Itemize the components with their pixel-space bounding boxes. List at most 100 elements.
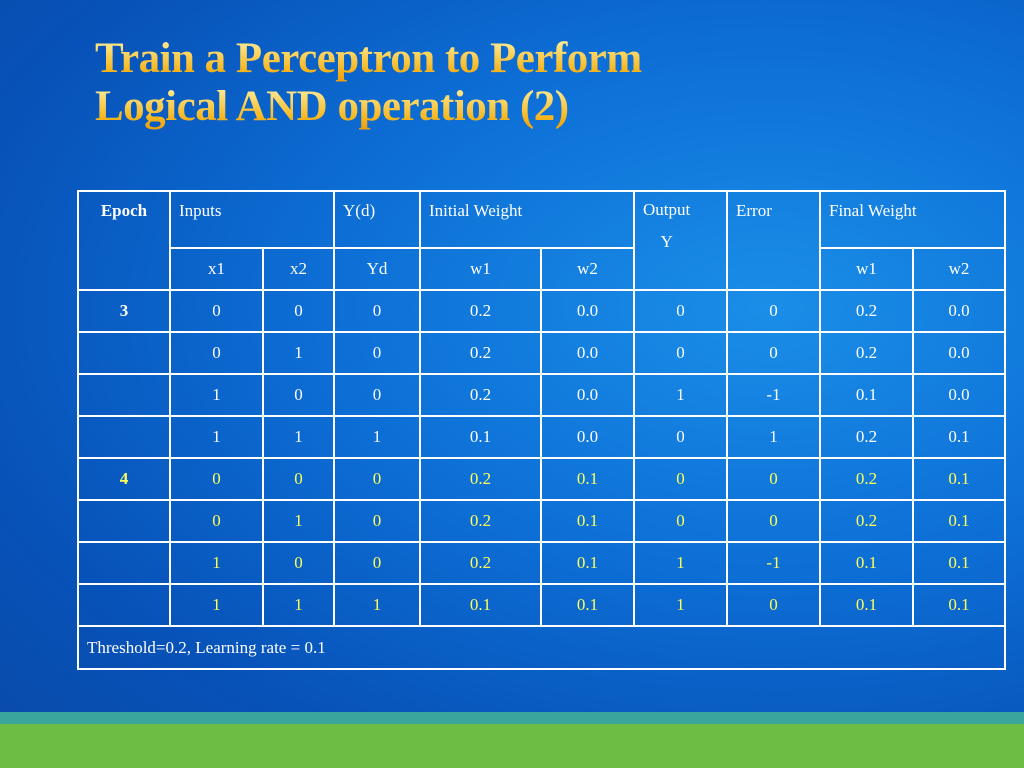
data-cell: 0.0 <box>540 373 635 417</box>
data-cell: 0.0 <box>911 331 1007 375</box>
data-cell: 1 <box>169 373 264 417</box>
data-cell: 0.1 <box>540 541 635 585</box>
data-cell: 0 <box>333 373 421 417</box>
data-cell: 0.1 <box>419 415 542 459</box>
data-cell: 1 <box>262 499 335 543</box>
data-cell: 0.2 <box>419 331 542 375</box>
data-cell: 0.0 <box>540 331 635 375</box>
data-cell: 0 <box>333 289 421 333</box>
data-cell: 0 <box>633 415 728 459</box>
data-cell: 0 <box>169 457 264 501</box>
epoch-cell <box>77 373 171 417</box>
data-cell: 0.1 <box>911 457 1007 501</box>
data-cell: 1 <box>169 583 264 627</box>
data-row: 1 1 1 0.1 0.0 0 1 0.2 0.1 <box>77 415 1007 459</box>
data-cell: 0 <box>262 373 335 417</box>
data-cell: 0.2 <box>819 331 914 375</box>
data-cell: 0 <box>726 331 821 375</box>
data-cell: 0.1 <box>911 499 1007 543</box>
data-cell: 0.2 <box>819 499 914 543</box>
data-cell: 1 <box>169 415 264 459</box>
data-cell: 0 <box>262 289 335 333</box>
epoch-cell <box>77 583 171 627</box>
note-row: Threshold=0.2, Learning rate = 0.1 <box>76 625 1007 670</box>
data-cell: 0 <box>333 499 421 543</box>
data-cell: 0.1 <box>911 415 1007 459</box>
data-cell: 0.1 <box>819 583 914 627</box>
subheader-row: x1 x2 Yd w1 w2 w1 w2 <box>78 247 1007 291</box>
data-cell: 0 <box>633 499 728 543</box>
header-cell: Output Y <box>633 190 728 291</box>
title-line: Logical AND operation (2) <box>95 83 569 130</box>
data-cell: 0.2 <box>419 541 542 585</box>
data-cell: 0.2 <box>419 373 542 417</box>
data-cell: 0.0 <box>911 373 1007 417</box>
data-cell: 0.1 <box>419 583 542 627</box>
data-cell: 0 <box>333 541 421 585</box>
data-cell: 0.1 <box>540 457 635 501</box>
data-cell: 0.1 <box>819 373 914 417</box>
header-cell: Y(d) <box>333 190 421 249</box>
title-line: Train a Perceptron to Perform <box>95 35 642 82</box>
data-row: 1 0 0 0.2 0.0 1 -1 0.1 0.0 <box>77 373 1007 417</box>
data-row: 3 0 0 0 0.2 0.0 0 0 0.2 0.0 <box>77 289 1007 333</box>
data-cell: 1 <box>262 583 335 627</box>
data-cell: 0.2 <box>419 289 542 333</box>
subheader-cell: x1 <box>169 247 264 291</box>
data-cell: 1 <box>333 583 421 627</box>
data-cell: 1 <box>169 541 264 585</box>
data-cell: 0.2 <box>819 415 914 459</box>
data-row: 1 0 0 0.2 0.1 1 -1 0.1 0.1 <box>77 541 1007 585</box>
data-cell: -1 <box>726 541 821 585</box>
data-cell: 0.1 <box>540 499 635 543</box>
subheader-cell: x2 <box>262 247 335 291</box>
data-cell: 0 <box>633 457 728 501</box>
data-cell: 0.0 <box>540 289 635 333</box>
subheader-cell: w1 <box>819 247 914 291</box>
data-cell: 1 <box>633 541 728 585</box>
data-cell: 1 <box>726 415 821 459</box>
epoch-cell <box>77 499 171 543</box>
subheader-cell: w2 <box>540 247 635 291</box>
data-cell: 0.2 <box>419 457 542 501</box>
data-table: Epoch Inputs Y(d) Initial Weight Output Y Err… <box>76 190 1007 670</box>
data-cell: 1 <box>633 583 728 627</box>
data-cell: 0.1 <box>540 583 635 627</box>
data-cell: 0 <box>169 499 264 543</box>
data-cell: 0 <box>726 583 821 627</box>
data-cell: -1 <box>726 373 821 417</box>
data-row: 4 0 0 0 0.2 0.1 0 0 0.2 0.1 <box>77 457 1007 501</box>
data-cell: 0 <box>633 289 728 333</box>
header-cell: Error <box>726 190 821 291</box>
footer-band <box>0 724 1024 768</box>
header-text: Output Y <box>643 200 691 251</box>
data-cell: 1 <box>262 331 335 375</box>
epoch-cell <box>77 541 171 585</box>
data-cell: 0 <box>633 331 728 375</box>
data-cell: 0 <box>169 331 264 375</box>
data-cell: 1 <box>262 415 335 459</box>
data-row: 0 1 0 0.2 0.0 0 0 0.2 0.0 <box>77 331 1007 375</box>
data-cell: 0 <box>333 457 421 501</box>
epoch-cell: 3 <box>77 289 171 333</box>
epoch-cell: 4 <box>77 457 171 501</box>
header-cell: Final Weight <box>818 190 1007 249</box>
data-cell: 0 <box>726 457 821 501</box>
data-row: 0 1 0 0.2 0.1 0 0 0.2 0.1 <box>77 499 1007 543</box>
data-cell: 0 <box>262 457 335 501</box>
note-cell: Threshold=0.2, Learning rate = 0.1 <box>76 625 1007 670</box>
data-cell: 0.1 <box>819 541 914 585</box>
data-cell: 0 <box>262 541 335 585</box>
data-cell: 0 <box>726 289 821 333</box>
subheader-cell: w2 <box>911 247 1007 291</box>
header-cell: Initial Weight <box>419 190 635 249</box>
header-cell: Inputs <box>169 190 335 249</box>
header-cell: Epoch <box>77 190 171 291</box>
epoch-cell <box>77 331 171 375</box>
subheader-cell: w1 <box>419 247 542 291</box>
data-cell: 0.2 <box>819 289 914 333</box>
data-cell: 0.2 <box>419 499 542 543</box>
data-cell: 0.1 <box>911 583 1007 627</box>
data-cell: 0 <box>333 331 421 375</box>
